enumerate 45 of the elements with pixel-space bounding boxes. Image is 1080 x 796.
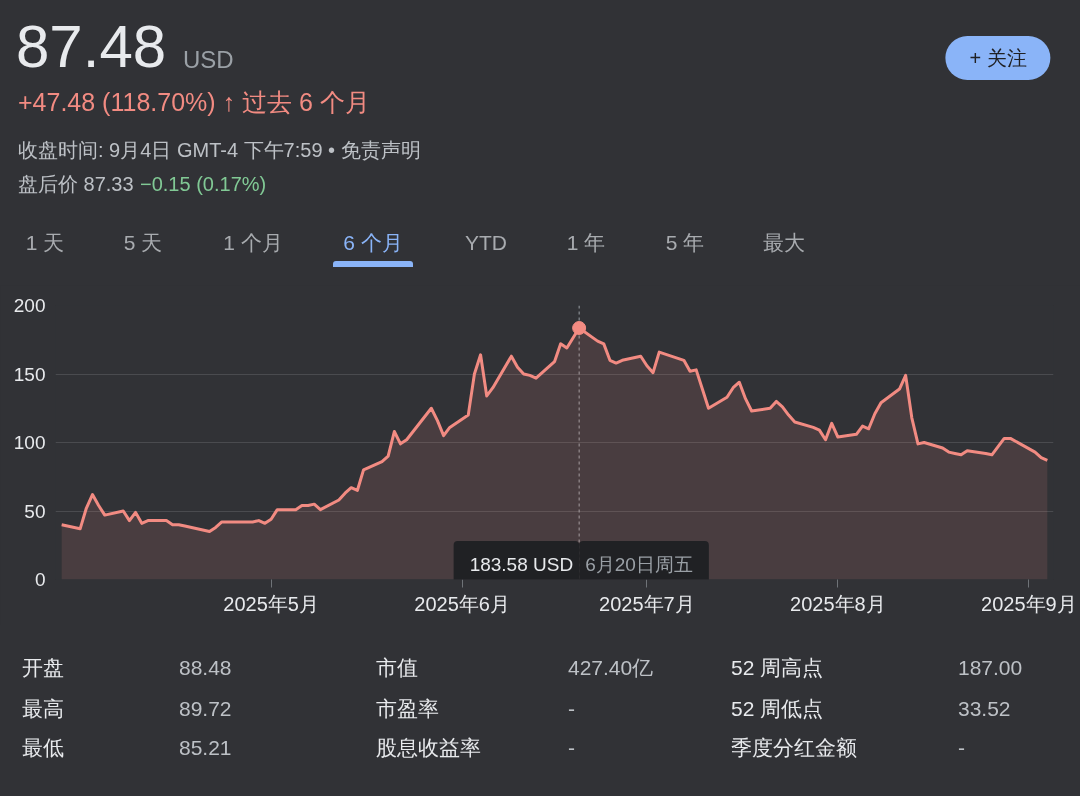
y-tick-label: 150 [13, 363, 46, 385]
text: 最低 [22, 735, 64, 759]
y-tick-label: 0 [34, 569, 46, 590]
text: USD [183, 46, 234, 73]
x-tick-label: 2025年7月 [599, 592, 695, 615]
text: 187.00 [958, 655, 1023, 679]
text: - [568, 696, 575, 720]
text: - [958, 735, 965, 759]
text: 盘后价 87.33 [18, 173, 134, 195]
text: 市值 [376, 655, 418, 679]
text: 1 个月 [223, 230, 283, 254]
ref-line-label: 183.58 USD [469, 554, 574, 575]
text: 开盘 [22, 655, 64, 679]
y-tick-label: 100 [13, 432, 46, 453]
text: 最高 [22, 696, 64, 720]
annotation: 6月20日周五 [585, 554, 693, 575]
y-tick-label: 200 [13, 295, 46, 316]
text: 52 周低点 [731, 696, 824, 720]
text: 1 年 [566, 230, 606, 254]
text: 收盘时间: 9月4日 GMT-4 下午7:59 • 免责声明 [18, 139, 421, 161]
text: 市盈率 [376, 696, 439, 720]
text: +47.48 (118.70%) ↑ 过去 6 个月 [18, 88, 370, 116]
x-tick-label: 2025年9月 [981, 592, 1077, 615]
x-tick-label: 2025年8月 [790, 592, 886, 615]
text: YTD [465, 230, 507, 254]
text: 1 天 [25, 230, 65, 254]
text: −0.15 (0.17%) [140, 173, 267, 195]
text: 33.52 [958, 696, 1011, 720]
text: 季度分红金额 [731, 735, 857, 759]
text: 89.72 [179, 696, 232, 720]
text: + 关注 [945, 36, 1051, 80]
text: 最大 [763, 230, 805, 254]
y-tick-label: 50 [24, 500, 46, 522]
chart-title: 87.48 [16, 13, 167, 80]
text: 85.21 [179, 735, 232, 759]
x-tick-label: 2025年6月 [414, 592, 510, 615]
text: 427.40亿 [568, 655, 654, 679]
text: 88.48 [179, 655, 232, 679]
text: 5 年 [665, 230, 705, 254]
text: 股息收益率 [376, 735, 481, 759]
x-tick-label: 2025年5月 [223, 592, 319, 615]
text: 52 周高点 [731, 655, 824, 679]
text: 5 天 [123, 230, 163, 254]
text: 6 个月 [343, 230, 403, 254]
text: - [568, 735, 575, 759]
